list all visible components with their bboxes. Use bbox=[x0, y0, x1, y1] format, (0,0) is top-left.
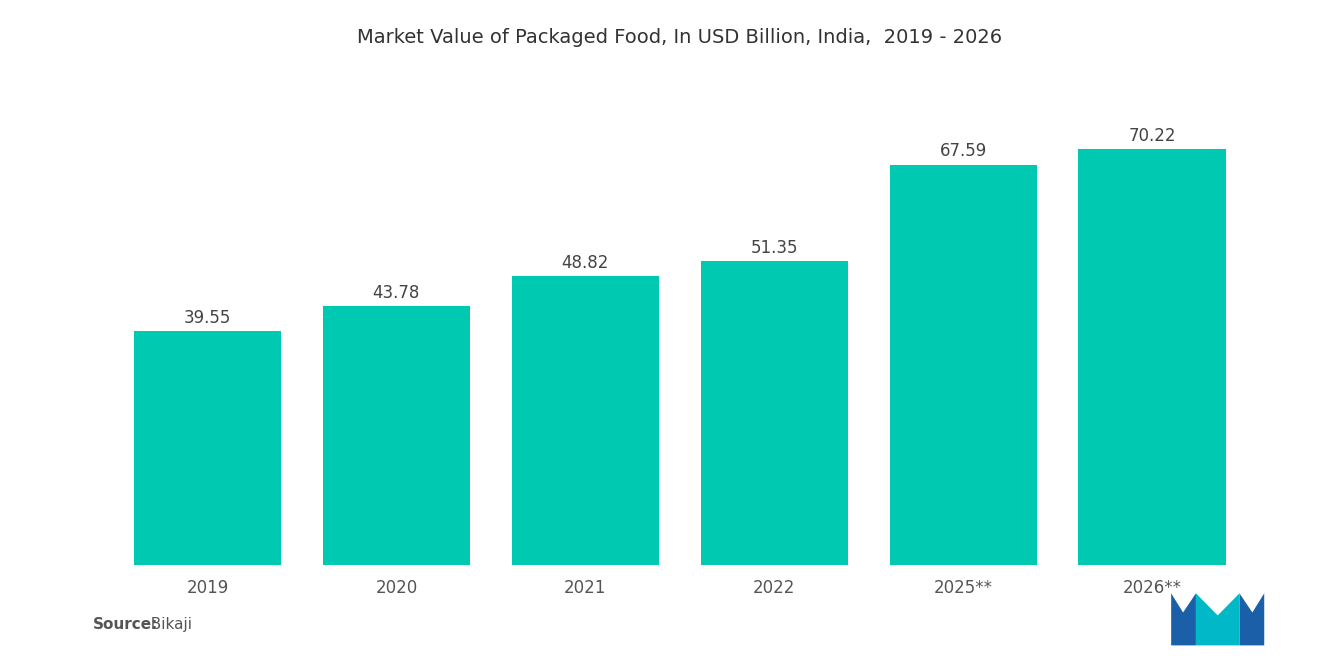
Bar bbox=[1078, 149, 1226, 565]
Text: 39.55: 39.55 bbox=[183, 309, 231, 327]
Text: 48.82: 48.82 bbox=[561, 253, 609, 271]
Bar bbox=[701, 261, 847, 565]
Text: 70.22: 70.22 bbox=[1129, 127, 1176, 145]
Title: Market Value of Packaged Food, In USD Billion, India,  2019 - 2026: Market Value of Packaged Food, In USD Bi… bbox=[358, 27, 1002, 47]
Text: Source:: Source: bbox=[92, 616, 158, 632]
Bar bbox=[512, 276, 659, 565]
Bar bbox=[133, 331, 281, 565]
Text: 51.35: 51.35 bbox=[751, 239, 799, 257]
Polygon shape bbox=[1239, 593, 1265, 645]
Text: 67.59: 67.59 bbox=[940, 142, 987, 160]
Bar bbox=[322, 306, 470, 565]
Polygon shape bbox=[1171, 593, 1196, 645]
Text: Bikaji: Bikaji bbox=[141, 616, 193, 632]
Text: 43.78: 43.78 bbox=[372, 283, 420, 301]
Polygon shape bbox=[1196, 593, 1239, 645]
Bar bbox=[890, 164, 1038, 565]
